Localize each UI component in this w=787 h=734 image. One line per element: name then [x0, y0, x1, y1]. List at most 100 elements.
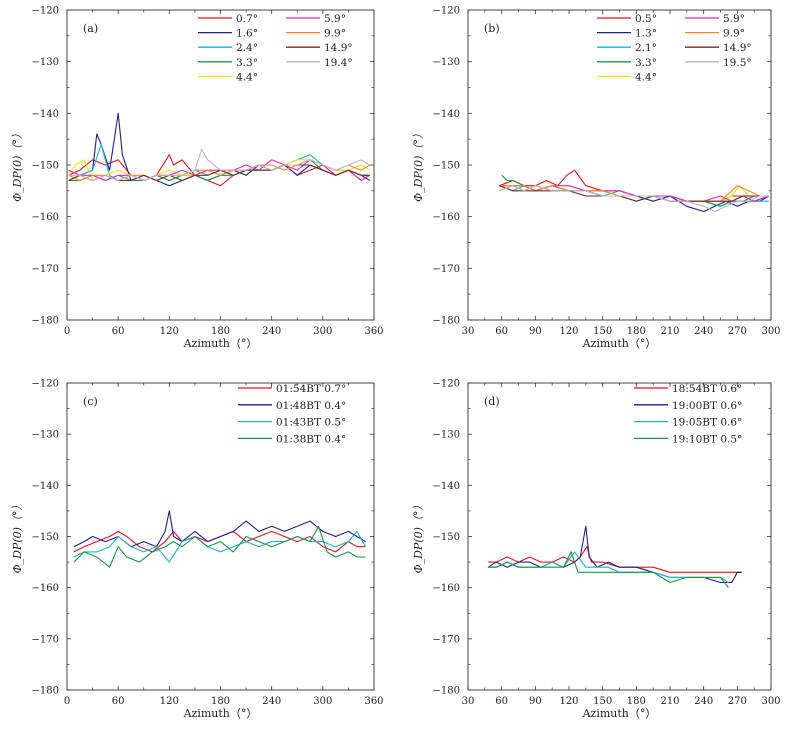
series-line-4 — [73, 525, 366, 568]
y-tick-label: −140 — [433, 109, 460, 120]
x-tick-label: 60 — [112, 326, 125, 337]
x-tick-label: 240 — [694, 326, 713, 337]
x-tick-label: 180 — [627, 696, 646, 707]
y-axis-title: Φ_DP(0)（°） — [412, 128, 425, 202]
y-tick-label: −130 — [32, 430, 59, 441]
series-line-1 — [488, 546, 742, 573]
x-tick-label: 240 — [262, 696, 281, 707]
x-axis-title: Azimuth（°） — [582, 707, 657, 720]
y-tick-label: −130 — [32, 57, 59, 68]
y-tick-label: −150 — [32, 161, 59, 172]
y-tick-label: −140 — [433, 481, 460, 492]
y-tick-label: −160 — [433, 583, 460, 594]
x-tick-label: 30 — [462, 326, 475, 337]
legend-label: 2.1° — [635, 42, 657, 54]
x-tick-label: 270 — [728, 696, 747, 707]
plot-frame — [467, 382, 772, 691]
panel-label: (c) — [83, 395, 98, 408]
legend-label: 9.9° — [723, 28, 745, 40]
y-tick-label: −160 — [433, 212, 460, 223]
y-axis-title: Φ_DP(0)（°） — [11, 128, 24, 202]
legend-label: 19.5° — [723, 57, 752, 69]
legend-label: 3.3° — [635, 57, 657, 69]
x-tick-label: 300 — [761, 326, 780, 337]
series-line-9 — [68, 148, 370, 182]
x-axis-title: Azimuth（°） — [582, 337, 657, 350]
x-tick-label: 90 — [529, 326, 542, 337]
x-tick-label: 360 — [364, 326, 383, 337]
legend-label: 19:10BT 0.5° — [672, 433, 742, 445]
x-tick-label: 300 — [313, 326, 332, 337]
legend-label: 18:54BT 0.6° — [672, 383, 742, 395]
legend-label: 01:38BT 0.4° — [276, 433, 346, 445]
x-tick-label: 60 — [495, 696, 508, 707]
series-line-1 — [68, 154, 370, 187]
x-tick-label: 150 — [593, 326, 612, 337]
y-tick-label: −170 — [433, 264, 460, 275]
legend-label: 0.5° — [635, 13, 657, 25]
chart-panel-3: −120 −130 −140 −150 −160 −170 −180 0 60 120 180 240… — [11, 379, 384, 721]
x-tick-label: 210 — [660, 326, 679, 337]
legend-label: 14.9° — [723, 42, 752, 54]
x-tick-label: 90 — [529, 696, 542, 707]
x-tick-label: 150 — [593, 696, 612, 707]
y-tick-label: −180 — [433, 686, 460, 697]
series-line-2 — [487, 525, 742, 584]
legend-label: 19:05BT 0.6° — [672, 417, 742, 429]
legend-label: 01:54BT 0.7° — [276, 383, 346, 395]
x-tick-label: 120 — [160, 696, 179, 707]
y-tick-label: −170 — [32, 634, 59, 645]
y-tick-label: −180 — [32, 686, 59, 697]
x-tick-label: 0 — [64, 696, 70, 707]
y-axis-title: Φ_DP(0)（°） — [412, 500, 425, 574]
x-axis-title: Azimuth（°） — [183, 337, 258, 350]
legend-label: 4.4° — [236, 71, 258, 83]
series-line-7 — [499, 185, 769, 202]
y-axis-title: Φ_DP(0)（°） — [11, 500, 24, 574]
series-line-8 — [499, 185, 769, 202]
legend-label: 01:43BT 0.5° — [276, 417, 346, 429]
legend-label: 01:48BT 0.4° — [276, 400, 346, 412]
legend-label: 4.4° — [635, 71, 657, 83]
x-tick-label: 0 — [64, 326, 70, 337]
y-tick-label: −140 — [32, 109, 59, 120]
x-tick-label: 120 — [559, 326, 578, 337]
y-tick-label: −150 — [433, 161, 460, 172]
legend-label: 9.9° — [324, 28, 346, 40]
y-tick-label: −160 — [32, 583, 59, 594]
x-tick-label: 360 — [364, 696, 383, 707]
x-tick-label: 180 — [211, 696, 230, 707]
legend-label: 3.3° — [236, 57, 258, 69]
y-tick-label: −130 — [433, 430, 460, 441]
legend-label: 5.9° — [723, 13, 745, 25]
y-tick-label: −180 — [32, 316, 59, 327]
x-tick-label: 180 — [211, 326, 230, 337]
legend-label: 5.9° — [324, 13, 346, 25]
x-tick-label: 300 — [313, 696, 332, 707]
x-tick-label: 60 — [495, 326, 508, 337]
series-line-9 — [499, 185, 769, 213]
legend-label: 19:00BT 0.6° — [672, 400, 742, 412]
legend-label: 14.9° — [324, 42, 353, 54]
y-tick-label: −120 — [433, 379, 460, 390]
series-line-3 — [73, 530, 366, 563]
x-tick-label: 270 — [728, 326, 747, 337]
legend-label: 0.7° — [236, 13, 258, 25]
chart-panel-1: −120 −130 −140 −150 −160 −170 −180 0 60 120 180 240… — [11, 6, 384, 351]
x-axis-title: Azimuth（°） — [183, 707, 258, 720]
x-tick-label: 240 — [262, 326, 281, 337]
x-tick-label: 120 — [160, 326, 179, 337]
series-line-4 — [488, 551, 729, 589]
y-tick-label: −130 — [433, 57, 460, 68]
y-tick-label: −120 — [32, 379, 59, 390]
panel-label: (d) — [484, 395, 500, 408]
y-tick-label: −180 — [433, 316, 460, 327]
legend-label: 1.6° — [236, 28, 258, 40]
y-tick-label: −150 — [32, 532, 59, 543]
x-tick-label: 300 — [761, 696, 780, 707]
y-tick-label: −170 — [32, 264, 59, 275]
x-tick-label: 60 — [112, 696, 125, 707]
